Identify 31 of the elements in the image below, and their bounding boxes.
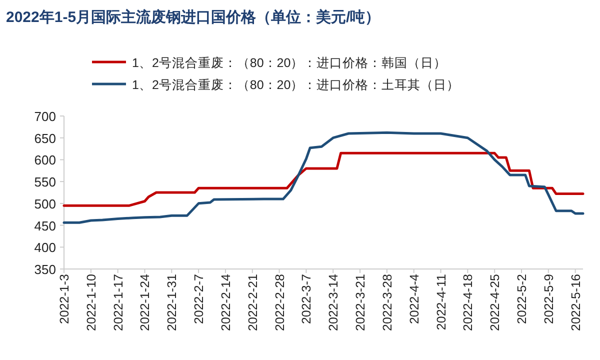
x-tick-label: 2022-4-18 [461,274,476,331]
x-tick-label: 2022-3-14 [326,274,341,331]
x-tick-label: 2022-5-2 [514,274,529,324]
x-tick-label: 2022-4-11 [434,274,448,330]
x-tick-label: 2022-3-28 [380,274,394,331]
y-tick-label: 350 [34,262,56,277]
x-tick-label: 2022-5-16 [568,274,583,331]
y-tick-label: 550 [34,174,56,190]
x-tick-label: 2022-1-24 [138,274,152,331]
x-tick-label: 2022-3-7 [300,274,314,324]
y-tick-label: 700 [34,109,56,124]
y-tick-label: 650 [34,130,56,146]
x-tick-label: 2022-4-4 [407,274,422,324]
x-tick-label: 2022-1-17 [111,274,126,331]
chart-title: 2022年1-5月国际主流废钢进口国价格（单位：美元/吨） [6,8,380,26]
x-tick-label: 2022-2-21 [246,274,260,331]
y-tick-label: 450 [34,218,56,234]
legend-label: 1、2号混合重废：（80：20）：进口价格：土耳其（日） [132,78,460,92]
legend-label: 1、2号混合重废：（80：20）：进口价格：韩国（日） [132,56,447,70]
y-tick-label: 500 [34,196,56,212]
x-tick-label: 2022-1-31 [165,274,180,331]
x-tick-label: 2022-2-28 [272,274,287,331]
x-tick-label: 2022-4-25 [488,274,502,331]
y-tick-label: 600 [34,152,56,168]
x-tick-label: 2022-2-7 [192,274,206,324]
y-tick-label: 400 [34,240,56,256]
x-tick-label: 2022-2-14 [218,274,233,331]
x-tick-label: 2022-1-3 [58,274,72,324]
x-tick-label: 2022-3-21 [354,274,368,331]
x-tick-label: 2022-1-10 [84,274,98,331]
x-tick-label: 2022-5-9 [542,274,556,324]
